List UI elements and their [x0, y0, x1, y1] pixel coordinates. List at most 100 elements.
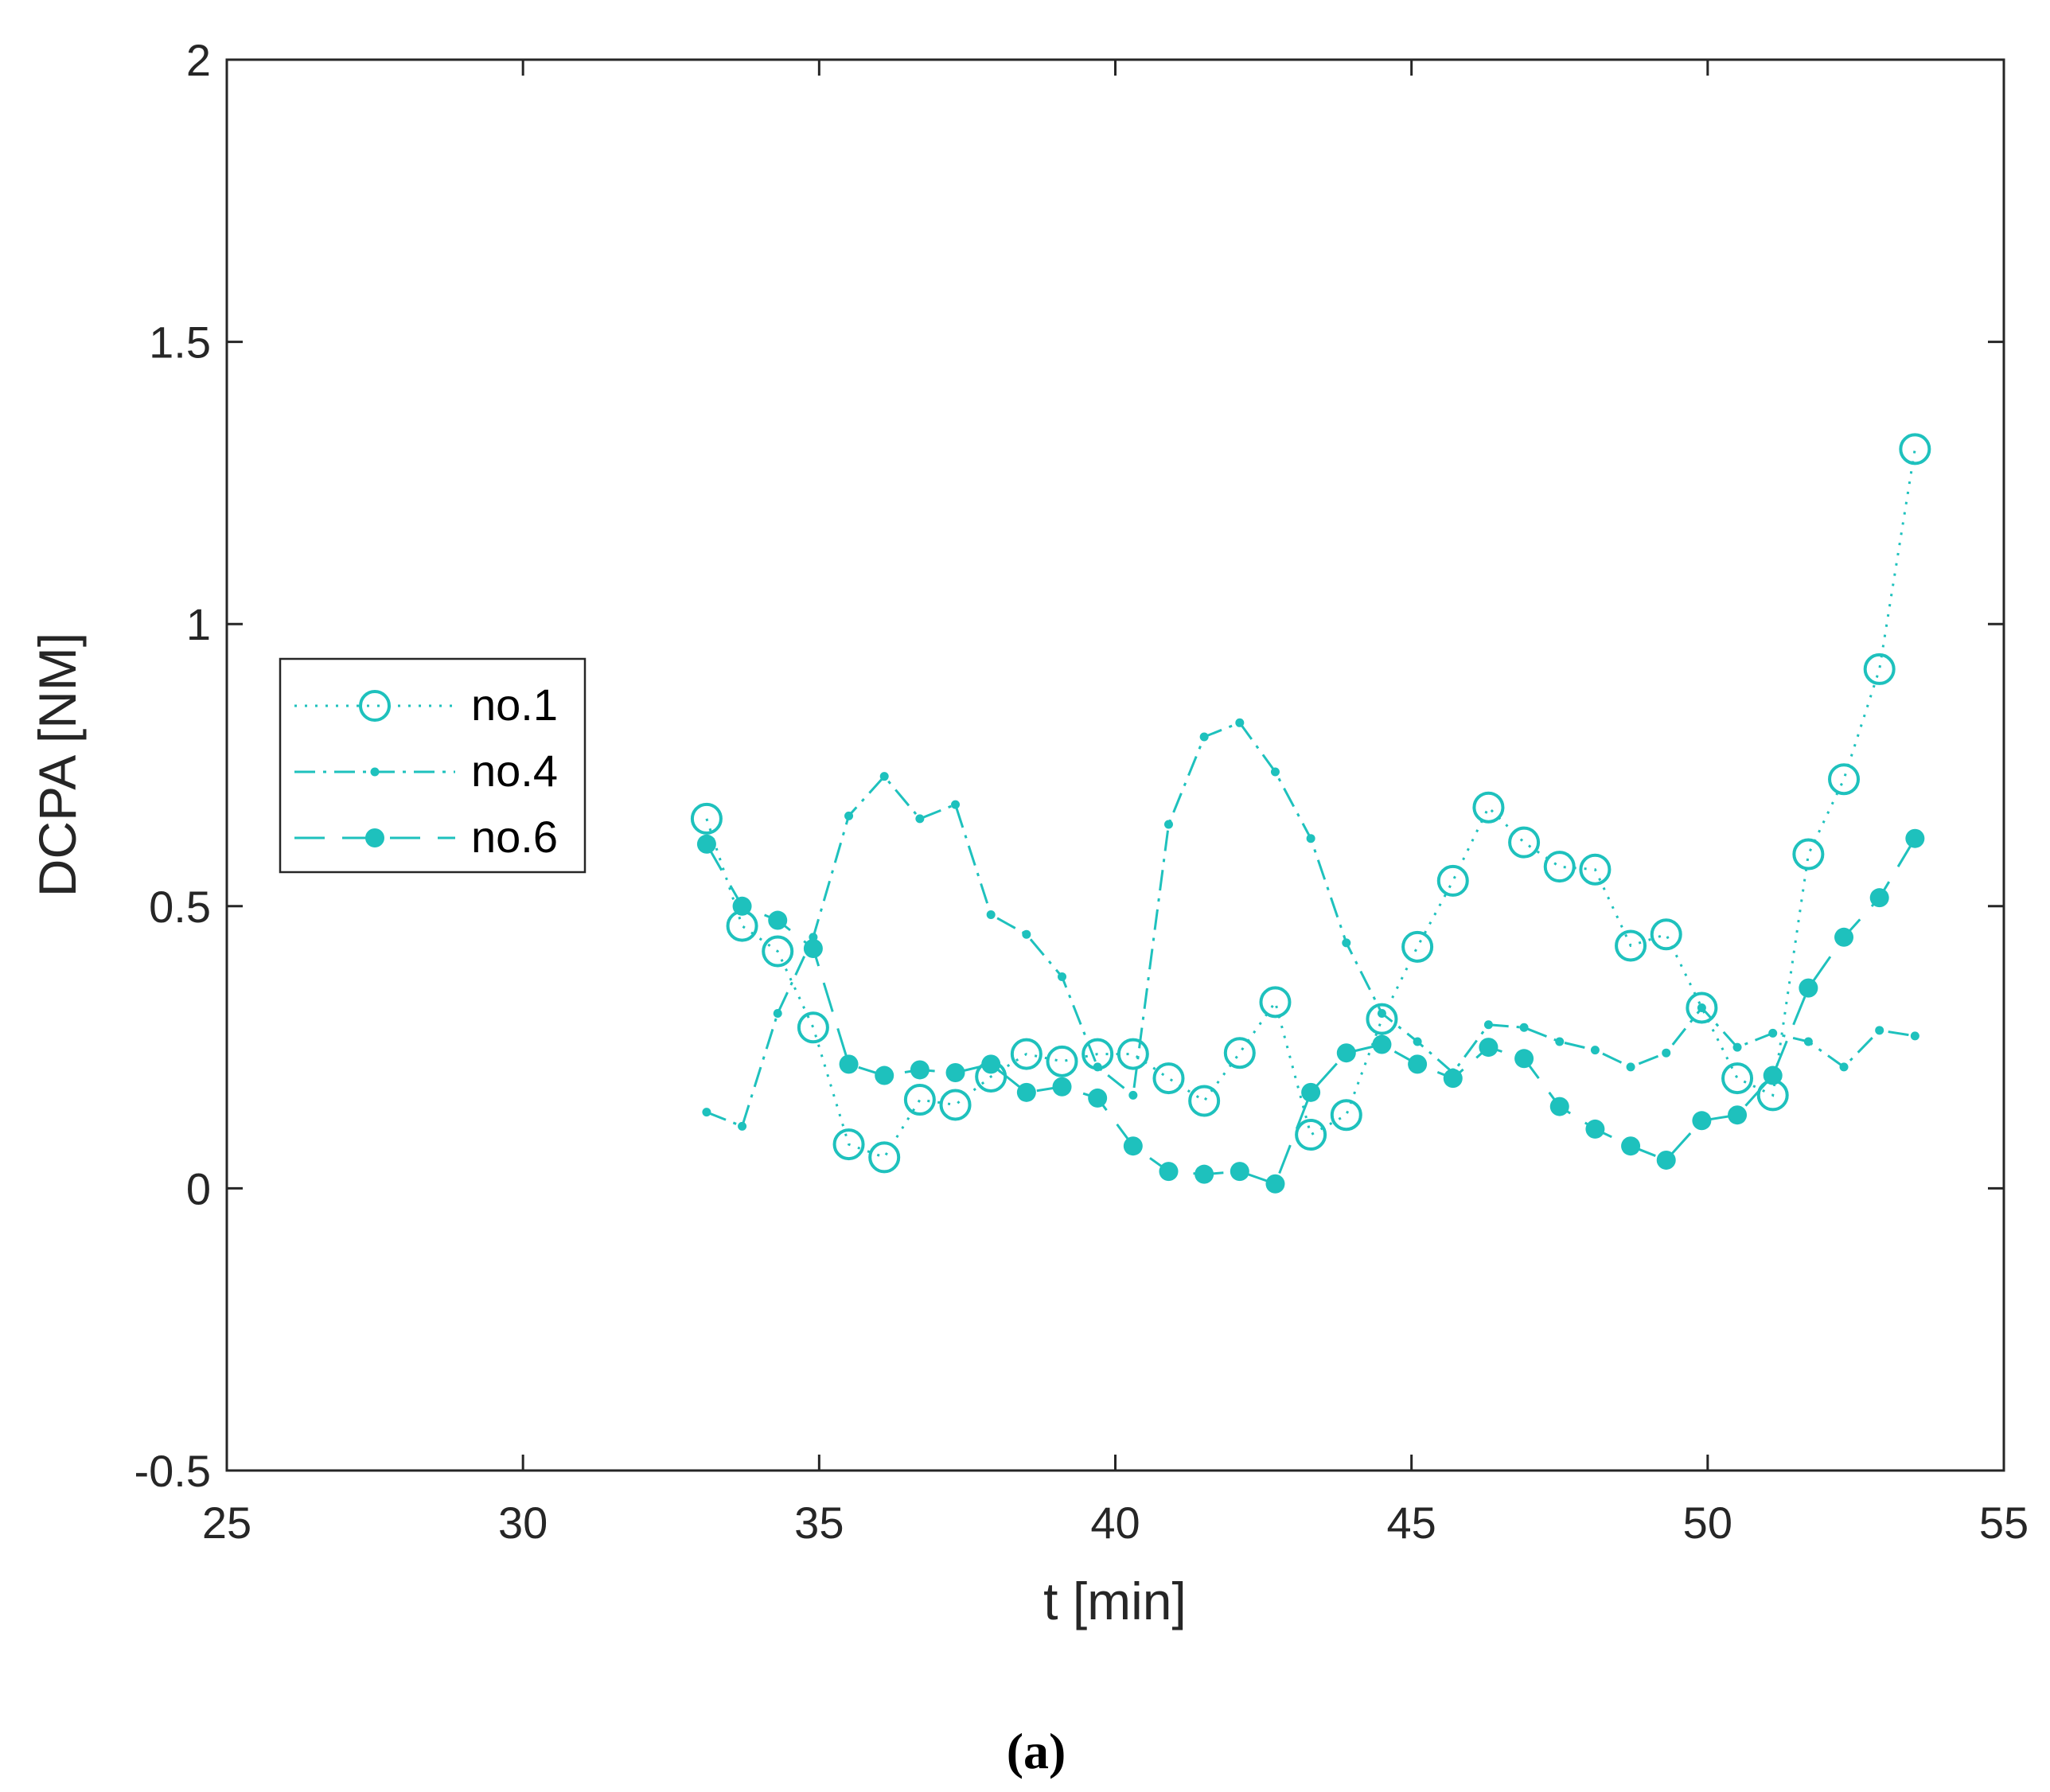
data-point-no6 — [981, 1054, 1001, 1074]
data-point-no6 — [1052, 1077, 1072, 1097]
x-tick-label: 30 — [498, 1498, 548, 1548]
data-point-no4 — [951, 800, 961, 809]
data-point-no4 — [1697, 1003, 1706, 1012]
data-point-no6 — [1692, 1111, 1712, 1131]
data-point-no1 — [1686, 991, 1718, 1024]
data-point-no4 — [879, 772, 889, 781]
data-point-no4 — [1342, 938, 1351, 948]
x-tick-label: 50 — [1683, 1498, 1732, 1548]
data-point-no4 — [1555, 1037, 1565, 1046]
data-point-no6 — [1159, 1162, 1179, 1182]
data-point-no4 — [1306, 834, 1315, 843]
y-tick-label: 2 — [186, 35, 211, 85]
data-point-no4 — [1662, 1048, 1671, 1058]
data-point-no1 — [1010, 1038, 1043, 1070]
data-point-no4 — [1128, 1090, 1138, 1100]
data-point-no1 — [832, 1128, 865, 1161]
data-point-no6 — [1621, 1136, 1641, 1156]
x-tick-label: 40 — [1090, 1498, 1140, 1548]
data-point-no4 — [1163, 820, 1173, 829]
data-point-no1 — [1508, 826, 1541, 859]
series-line-no6 — [705, 837, 1916, 1186]
data-point-no6 — [1585, 1119, 1605, 1139]
legend-samples — [294, 690, 455, 847]
legend-marker-no1 — [359, 690, 391, 722]
data-point-no6 — [768, 910, 788, 930]
y-tick-label: 1.5 — [149, 317, 211, 368]
data-point-no4 — [1626, 1062, 1635, 1072]
data-point-no1 — [1259, 986, 1292, 1019]
panel-label: (a) — [1007, 1723, 1066, 1779]
legend-marker-no4 — [370, 767, 380, 777]
data-point-no4 — [915, 814, 925, 824]
data-point-no1 — [1721, 1062, 1754, 1095]
data-point-no4 — [844, 811, 854, 820]
data-point-no4 — [1803, 1037, 1813, 1046]
data-point-no1 — [1117, 1038, 1149, 1070]
data-point-no1 — [1295, 1119, 1327, 1151]
x-axis-title: t [min] — [1043, 1572, 1187, 1630]
data-point-no1 — [1046, 1045, 1078, 1077]
data-point-no4 — [1199, 732, 1209, 742]
data-point-no1 — [1223, 1037, 1256, 1069]
series-line-no1 — [705, 449, 1916, 1159]
data-point-no1 — [1650, 918, 1682, 951]
data-point-no6 — [1763, 1065, 1783, 1085]
data-point-no6 — [1549, 1097, 1569, 1116]
data-point-no1 — [868, 1141, 901, 1174]
legend-label-no4: no.4 — [471, 746, 558, 796]
data-point-no4 — [1235, 718, 1245, 727]
data-point-no4 — [1590, 1046, 1600, 1055]
series-no6 — [696, 828, 1925, 1194]
data-point-no4 — [1875, 1026, 1884, 1035]
legend-label-no1: no.1 — [471, 680, 558, 730]
data-point-no1 — [1899, 433, 1931, 466]
y-tick-label: 0.5 — [149, 882, 211, 932]
data-point-no6 — [1869, 888, 1889, 908]
data-point-no1 — [1152, 1062, 1185, 1095]
data-point-no6 — [1016, 1082, 1036, 1102]
data-point-no6 — [696, 834, 716, 854]
legend: no.1 no.4 no.6 — [279, 657, 587, 874]
legend-label-no6: no.6 — [471, 812, 558, 862]
data-point-no4 — [1413, 1037, 1422, 1046]
data-point-no6 — [1123, 1136, 1143, 1156]
data-point-no6 — [1301, 1082, 1321, 1102]
data-point-no6 — [839, 1054, 859, 1074]
data-point-no1 — [903, 1084, 936, 1116]
data-point-no6 — [1230, 1162, 1249, 1182]
ticks-layer: 25 30 35 40 45 50 55 -0.5 0 0.5 1 1.5 2 — [134, 35, 2029, 1548]
legend-marker-no6 — [365, 828, 384, 847]
series-no1 — [690, 433, 1931, 1174]
y-tick-label: -0.5 — [134, 1446, 212, 1496]
y-tick-label: 0 — [186, 1163, 211, 1213]
data-point-no4 — [1483, 1020, 1493, 1030]
data-point-no1 — [1863, 653, 1896, 685]
data-point-no6 — [1728, 1105, 1748, 1125]
data-point-no6 — [1443, 1069, 1463, 1089]
data-point-no4 — [1910, 1031, 1919, 1041]
data-point-no4 — [738, 1121, 747, 1131]
data-point-no1 — [797, 1011, 829, 1044]
data-point-no4 — [1839, 1062, 1849, 1072]
x-tick-label: 55 — [1979, 1498, 2029, 1548]
data-point-no4 — [702, 1108, 711, 1117]
data-point-no4 — [1270, 767, 1280, 777]
data-point-no1 — [1436, 864, 1469, 897]
data-point-no4 — [1519, 1023, 1529, 1032]
data-point-no6 — [910, 1060, 930, 1080]
data-point-no1 — [1543, 851, 1576, 883]
data-point-no6 — [1195, 1164, 1214, 1184]
data-point-no6 — [803, 938, 823, 958]
data-point-no1 — [939, 1089, 972, 1121]
data-point-no1 — [1579, 853, 1612, 886]
y-tick-label: 1 — [186, 599, 211, 649]
data-point-no6 — [1408, 1054, 1428, 1074]
data-point-no6 — [875, 1065, 894, 1085]
data-point-no1 — [1615, 929, 1647, 962]
x-tick-label: 35 — [794, 1498, 844, 1548]
data-point-no1 — [1472, 791, 1505, 824]
data-point-no6 — [732, 896, 752, 916]
